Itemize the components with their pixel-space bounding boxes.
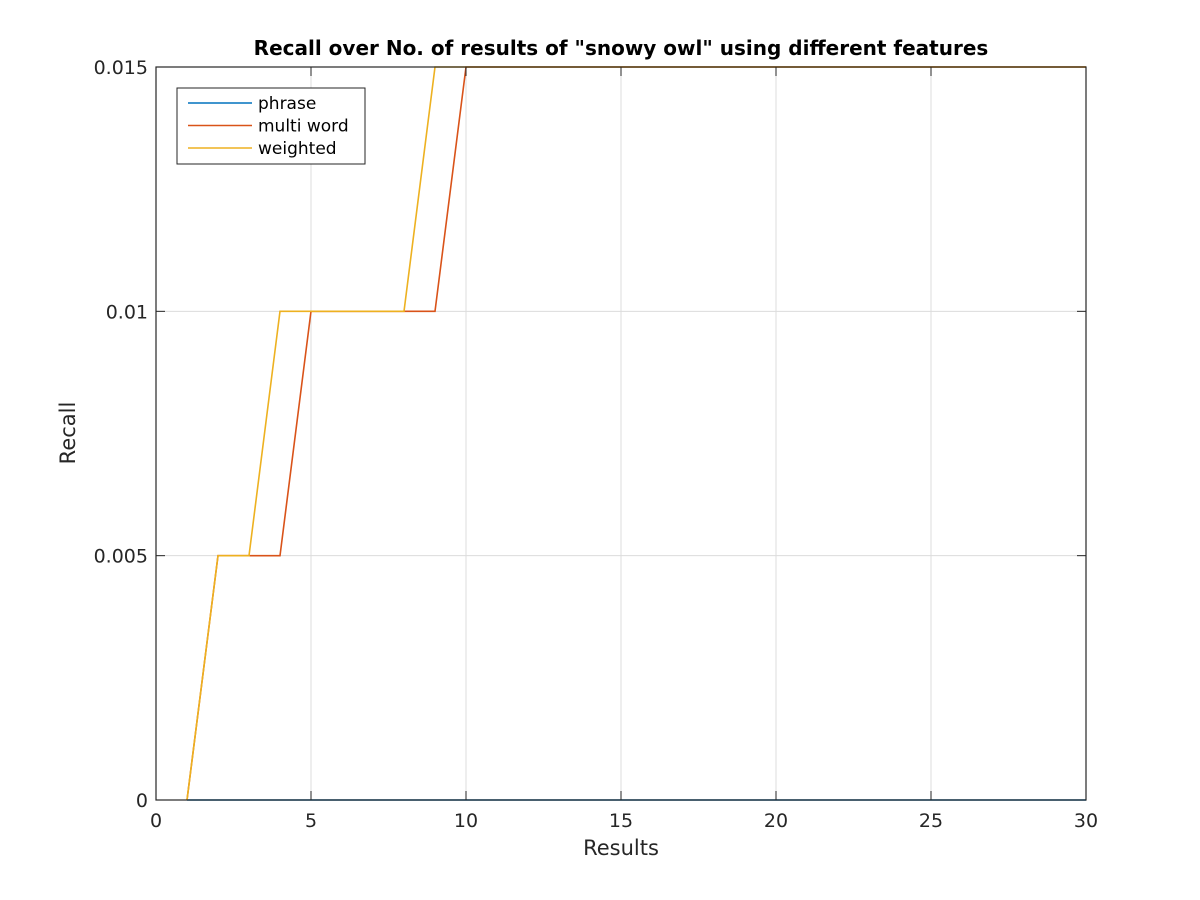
y-tick-label: 0.01: [106, 301, 148, 323]
x-tick-labels: 0 5 10 15 20 25 30: [150, 810, 1098, 832]
x-tick-label: 25: [919, 810, 943, 832]
y-axis-label: Recall: [56, 402, 80, 465]
x-tick-label: 20: [764, 810, 788, 832]
x-tick-label: 10: [454, 810, 478, 832]
x-tick-label: 30: [1074, 810, 1098, 832]
x-tick-label: 0: [150, 810, 162, 832]
y-tick-label: 0: [136, 790, 148, 812]
axis-ticks: [155, 66, 1087, 801]
y-tick-labels: 0 0.005 0.01 0.015: [94, 57, 148, 812]
grid-lines: [156, 67, 1086, 800]
y-tick-label: 0.015: [94, 57, 148, 79]
legend-label: weighted: [258, 139, 337, 159]
x-tick-label: 15: [609, 810, 633, 832]
legend-label: multi word: [258, 117, 349, 137]
x-tick-label: 5: [305, 810, 317, 832]
y-tick-label: 0.005: [94, 546, 148, 568]
x-axis-label: Results: [583, 836, 659, 860]
legend-label: phrase: [258, 94, 316, 114]
chart-title: Recall over No. of results of "snowy owl…: [254, 36, 989, 60]
